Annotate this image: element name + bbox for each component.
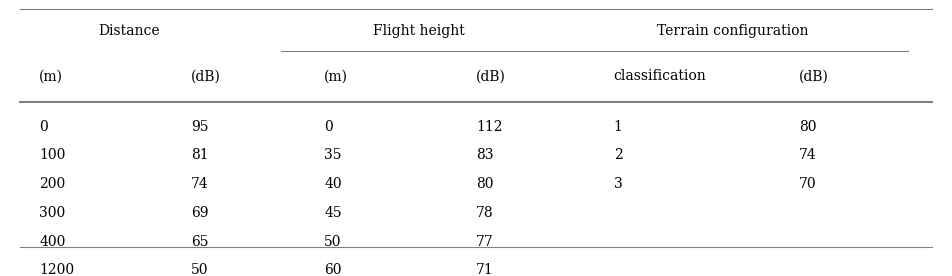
Text: 83: 83 — [476, 148, 493, 162]
Text: 40: 40 — [324, 177, 342, 191]
Text: 2: 2 — [614, 148, 623, 162]
Text: classification: classification — [614, 70, 706, 83]
Text: 50: 50 — [191, 264, 208, 276]
Text: 1200: 1200 — [39, 264, 74, 276]
Text: 80: 80 — [799, 120, 816, 134]
Text: 70: 70 — [799, 177, 817, 191]
Text: (m): (m) — [324, 70, 348, 83]
Text: 65: 65 — [191, 235, 208, 249]
Text: (m): (m) — [39, 70, 64, 83]
Text: (dB): (dB) — [799, 70, 828, 83]
Text: 0: 0 — [324, 120, 333, 134]
Text: Flight height: Flight height — [373, 24, 465, 38]
Text: 74: 74 — [191, 177, 209, 191]
Text: 50: 50 — [324, 235, 342, 249]
Text: Terrain configuration: Terrain configuration — [657, 24, 808, 38]
Text: 300: 300 — [39, 206, 66, 220]
Text: 0: 0 — [39, 120, 49, 134]
Text: 200: 200 — [39, 177, 66, 191]
Text: 400: 400 — [39, 235, 66, 249]
Text: 74: 74 — [799, 148, 817, 162]
Text: 3: 3 — [614, 177, 623, 191]
Text: 35: 35 — [324, 148, 342, 162]
Text: 112: 112 — [476, 120, 503, 134]
Text: 71: 71 — [476, 264, 494, 276]
Text: 60: 60 — [324, 264, 342, 276]
Text: 45: 45 — [324, 206, 342, 220]
Text: 77: 77 — [476, 235, 494, 249]
Text: Distance: Distance — [99, 24, 160, 38]
Text: 69: 69 — [191, 206, 208, 220]
Text: 81: 81 — [191, 148, 208, 162]
Text: (dB): (dB) — [476, 70, 506, 83]
Text: 1: 1 — [614, 120, 623, 134]
Text: 78: 78 — [476, 206, 494, 220]
Text: (dB): (dB) — [191, 70, 221, 83]
Text: 95: 95 — [191, 120, 208, 134]
Text: 100: 100 — [39, 148, 66, 162]
Text: 80: 80 — [476, 177, 493, 191]
